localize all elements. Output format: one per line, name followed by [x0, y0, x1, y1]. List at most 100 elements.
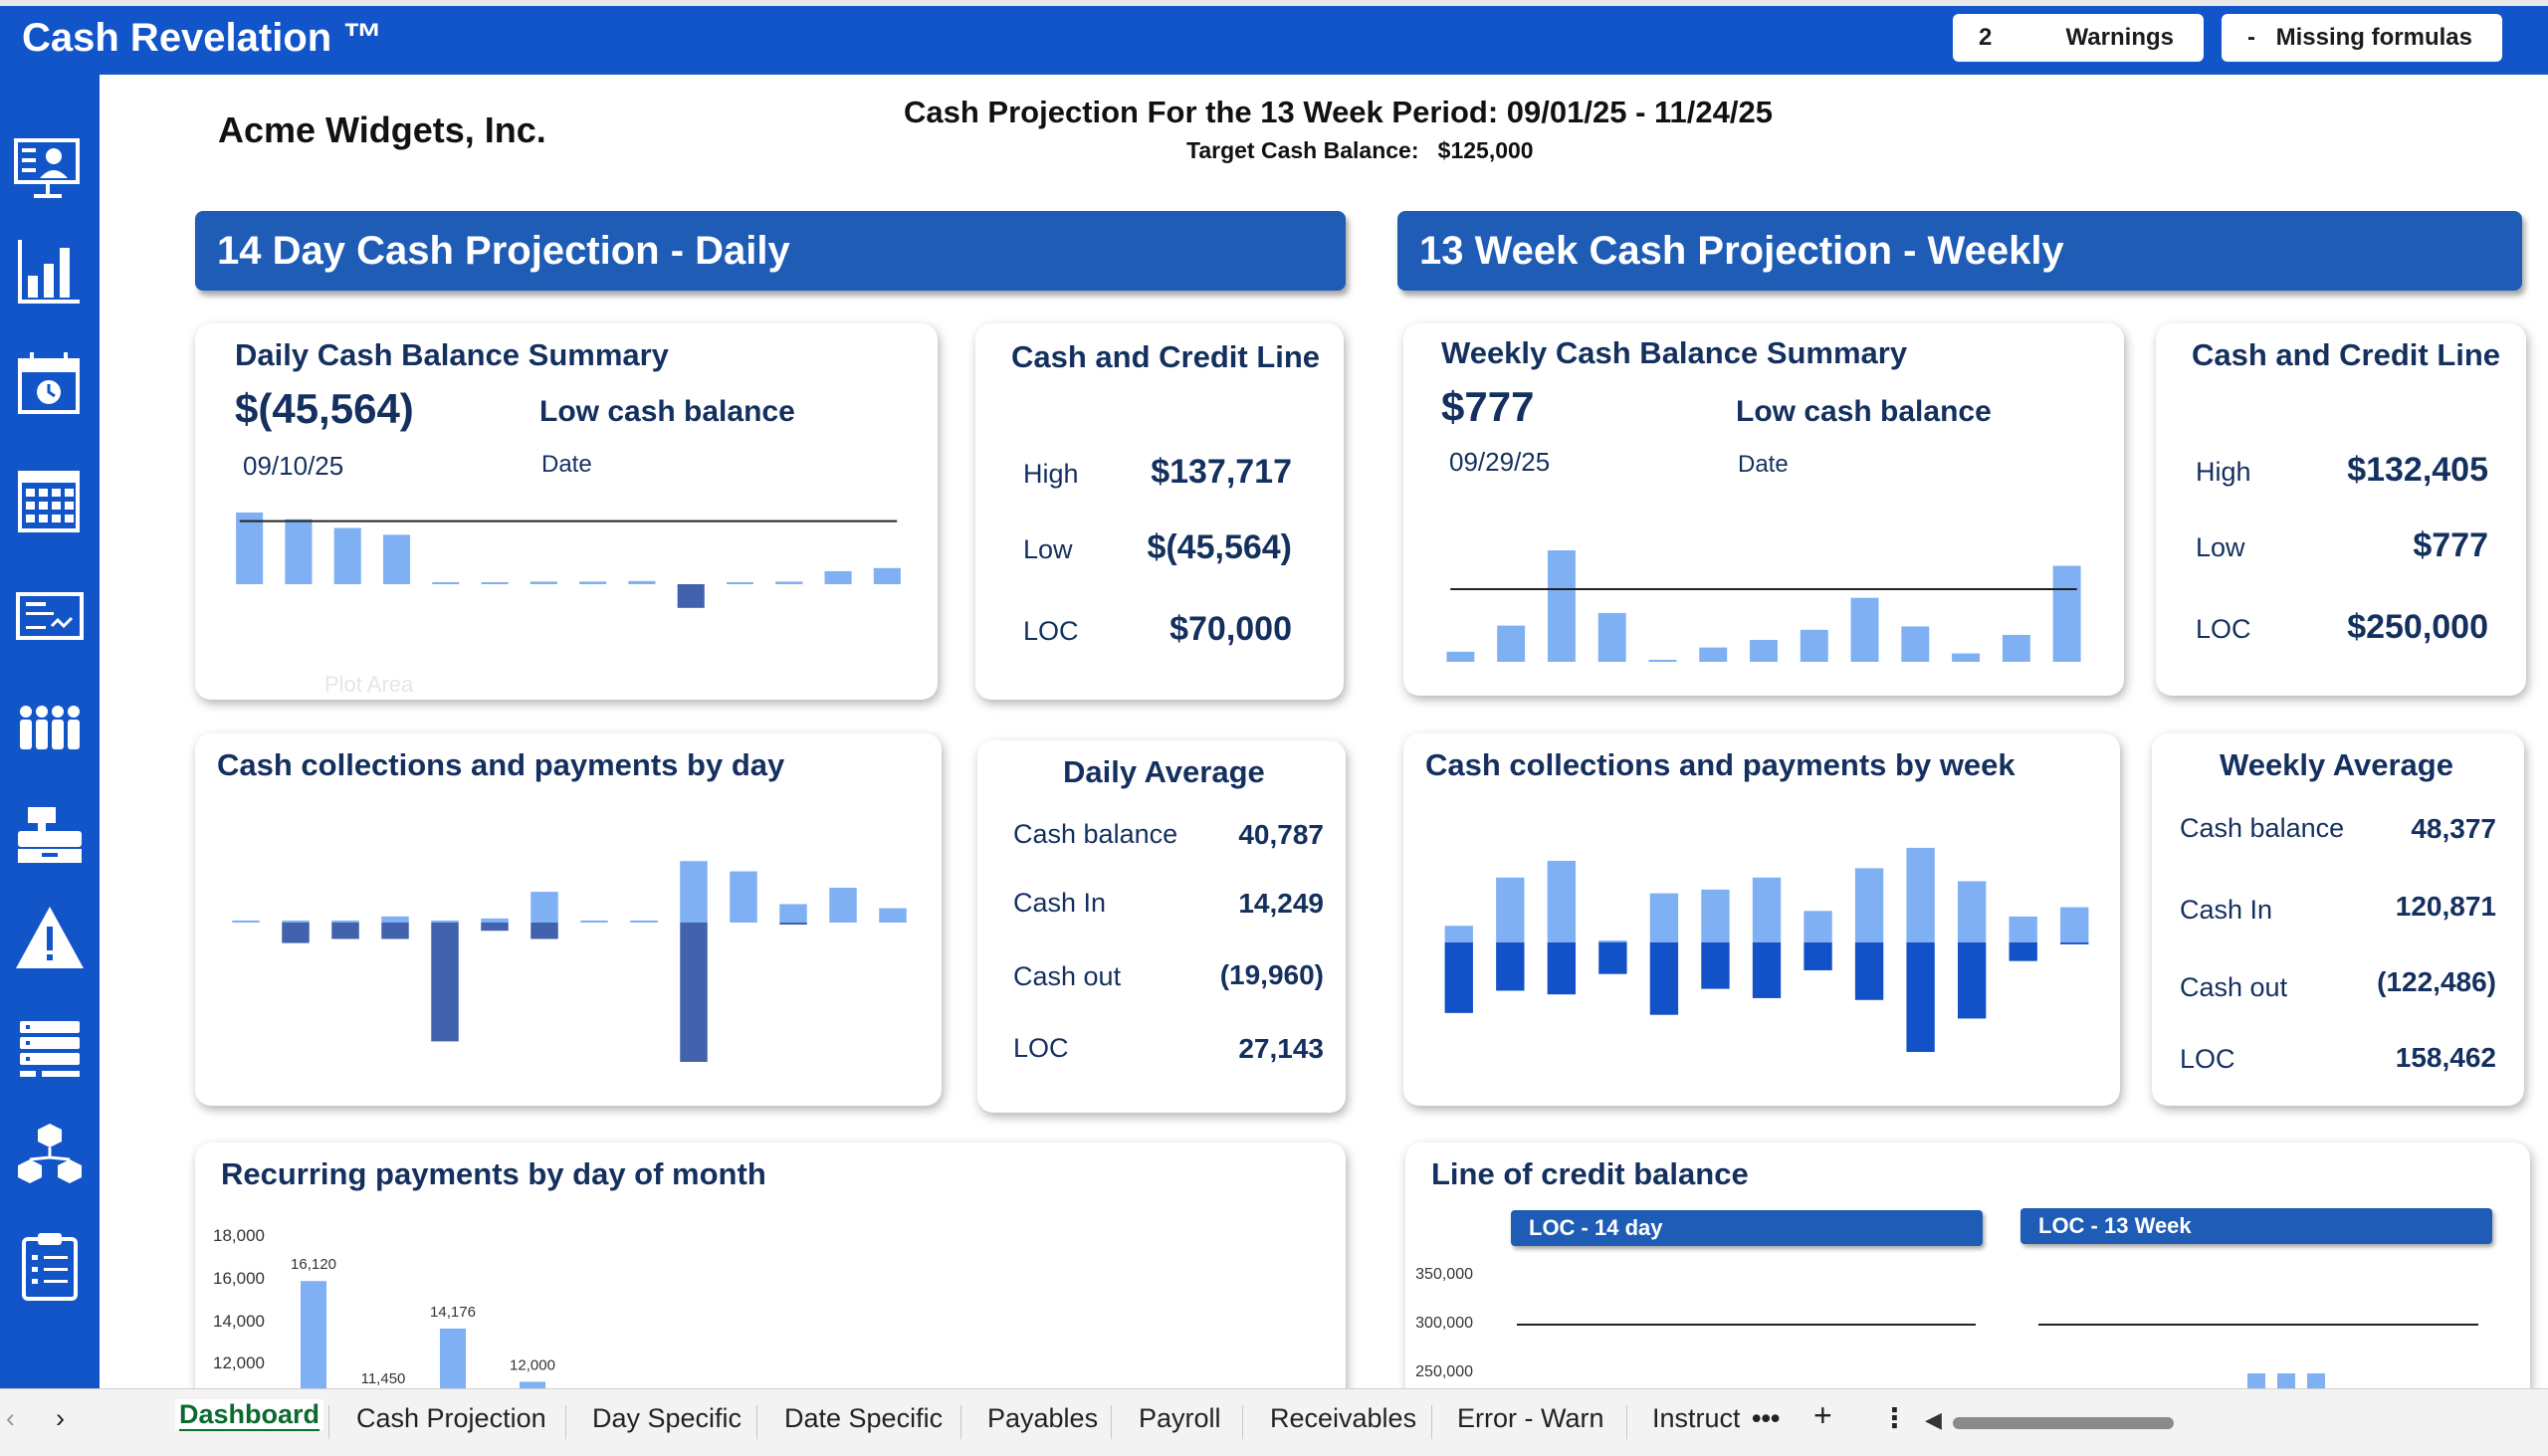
- tab-payables[interactable]: Payables: [987, 1403, 1099, 1433]
- plot-area-ghost-label: Plot Area: [324, 672, 414, 697]
- loc-chart: [1517, 1324, 2478, 1403]
- recurring-data-label: 16,120: [291, 1256, 336, 1273]
- balance-bar: [1547, 550, 1576, 662]
- missing-formulas-button[interactable]: - Missing formulas: [2222, 14, 2502, 62]
- weekly-loc-label: LOC: [2196, 614, 2251, 644]
- cash-out-bar: [1496, 942, 1525, 991]
- weekly-low-label: Low cash balance: [1736, 395, 1992, 428]
- presentation-icon[interactable]: [14, 134, 86, 206]
- bar-chart-icon[interactable]: [14, 236, 86, 308]
- cash-register-icon[interactable]: [14, 799, 86, 871]
- cash-in-bar: [1854, 868, 1884, 942]
- target-cash-balance: Target Cash Balance: $125,000: [1186, 137, 1534, 164]
- warnings-label: Warnings: [2065, 24, 2174, 51]
- loc-title: Line of credit balance: [1431, 1156, 1749, 1191]
- server-icon[interactable]: [14, 1015, 86, 1087]
- cash-out-bar: [282, 923, 310, 943]
- daily-high-label: High: [1023, 459, 1079, 489]
- daily-summary-card: Daily Cash Balance Summary $(45,564) Low…: [195, 323, 938, 700]
- tab-separator: [756, 1405, 757, 1439]
- loc-balance-card: Line of credit balance LOC - 14 day LOC …: [1405, 1143, 2530, 1403]
- daily-low-row-label: Low: [1023, 534, 1073, 564]
- hscroll-left-icon[interactable]: ◀: [1925, 1407, 1942, 1432]
- calendar-clock-icon[interactable]: [14, 348, 86, 420]
- weekly-average-card: Weekly Average Cash balance 48,377 Cash …: [2152, 733, 2524, 1106]
- weekly-low-row-label: Low: [2196, 532, 2245, 562]
- tab-payroll[interactable]: Payroll: [1139, 1403, 1221, 1433]
- balance-bar: [1952, 653, 1981, 662]
- daily-avg-label-2: Cash out: [1013, 961, 1122, 991]
- daily-loc-value: $70,000: [1169, 610, 1292, 648]
- tab-instructions[interactable]: Instruct: [1652, 1403, 1740, 1433]
- tab-receivables[interactable]: Receivables: [1270, 1403, 1417, 1433]
- calendar-grid-icon[interactable]: [14, 465, 86, 536]
- daily-low-value: $(45,564): [235, 385, 414, 432]
- tab-error-warn[interactable]: Error - Warn: [1457, 1403, 1604, 1433]
- cash-in-bar: [531, 892, 558, 923]
- cash-out-bar: [1957, 942, 1987, 1019]
- balance-bar: [530, 581, 557, 584]
- check-icon[interactable]: [14, 580, 86, 652]
- daily-collections-card: Cash collections and payments by day: [195, 733, 942, 1106]
- tab-separator: [1626, 1405, 1627, 1439]
- cash-in-bar: [730, 871, 757, 923]
- cash-in-bar: [779, 904, 807, 923]
- balance-bar: [775, 581, 803, 584]
- add-sheet-button[interactable]: +: [1813, 1397, 1832, 1433]
- balance-bar: [432, 582, 460, 584]
- balance-bar: [236, 513, 264, 584]
- tab-options-icon[interactable]: ⋮: [1881, 1403, 1908, 1433]
- weekly-loc-value: $250,000: [2347, 608, 2488, 646]
- daily-avg-label-0: Cash balance: [1013, 819, 1178, 849]
- cash-in-bar: [1752, 877, 1782, 942]
- tab-date-specific[interactable]: Date Specific: [784, 1403, 944, 1433]
- weekly-high-label: High: [2196, 457, 2251, 487]
- balance-bar: [1446, 651, 1475, 662]
- weekly-avg-label-3: LOC: [2180, 1044, 2235, 1074]
- weekly-balance-chart: [1446, 550, 2081, 662]
- scroll-right-icon[interactable]: ›: [56, 1403, 65, 1433]
- weekly-low-row-value: $777: [2413, 526, 2488, 564]
- balance-bar: [628, 580, 656, 584]
- scroll-left-icon[interactable]: ‹: [6, 1403, 15, 1433]
- balance-bar: [333, 527, 361, 584]
- weekly-date-label: Date: [1738, 451, 1789, 478]
- recurring-data-label: 11,450: [361, 1370, 406, 1387]
- cash-out-bar: [481, 923, 509, 932]
- cash-out-bar: [1547, 942, 1577, 995]
- tab-separator: [960, 1405, 961, 1439]
- warnings-button[interactable]: 2 Warnings: [1953, 14, 2204, 62]
- tab-cash-projection[interactable]: Cash Projection: [356, 1403, 546, 1433]
- weekly-high-value: $132,405: [2347, 451, 2488, 489]
- tab-dashboard[interactable]: Dashboard: [175, 1399, 324, 1430]
- cash-in-bar: [1701, 889, 1730, 942]
- more-tabs-button[interactable]: •••: [1752, 1403, 1781, 1433]
- weekly-avg-label-0: Cash balance: [2180, 813, 2345, 843]
- cash-in-bar: [431, 921, 459, 923]
- daily-average-card: Daily Average Cash balance 40,787 Cash I…: [977, 740, 1346, 1113]
- horizontal-scrollbar[interactable]: [1953, 1417, 2174, 1429]
- cash-in-bar: [331, 921, 359, 923]
- company-name: Acme Widgets, Inc.: [218, 109, 546, 150]
- warning-icon[interactable]: [14, 903, 86, 974]
- sidebar: [0, 75, 100, 1388]
- clipboard-icon[interactable]: [14, 1231, 86, 1303]
- cash-in-bar: [1804, 911, 1832, 942]
- cash-in-bar: [2009, 916, 2037, 942]
- cash-out-bar: [1701, 942, 1730, 989]
- loc-ytick-2: 250,000: [1415, 1363, 1473, 1380]
- weekly-credit-card: Cash and Credit Line High $132,405 Low $…: [2156, 323, 2526, 696]
- recurring-chart: 16,120 11,450 14,176 12,000: [291, 1256, 555, 1406]
- daily-low-date: 09/10/25: [243, 451, 344, 481]
- balance-bar: [1901, 626, 1930, 662]
- people-icon[interactable]: [14, 692, 86, 763]
- loc-ytick-0: 350,000: [1415, 1266, 1473, 1283]
- daily-summary-title: Daily Cash Balance Summary: [235, 337, 669, 372]
- weekly-avg-value-0: 48,377: [2411, 813, 2496, 844]
- sheet-gridline-strip: [0, 0, 2548, 6]
- tab-day-specific[interactable]: Day Specific: [592, 1403, 743, 1433]
- network-icon[interactable]: [14, 1120, 86, 1191]
- recurring-ytick-2: 14,000: [213, 1312, 265, 1331]
- weekly-collections-title: Cash collections and payments by week: [1425, 747, 2016, 782]
- daily-collections-chart: [232, 861, 907, 1062]
